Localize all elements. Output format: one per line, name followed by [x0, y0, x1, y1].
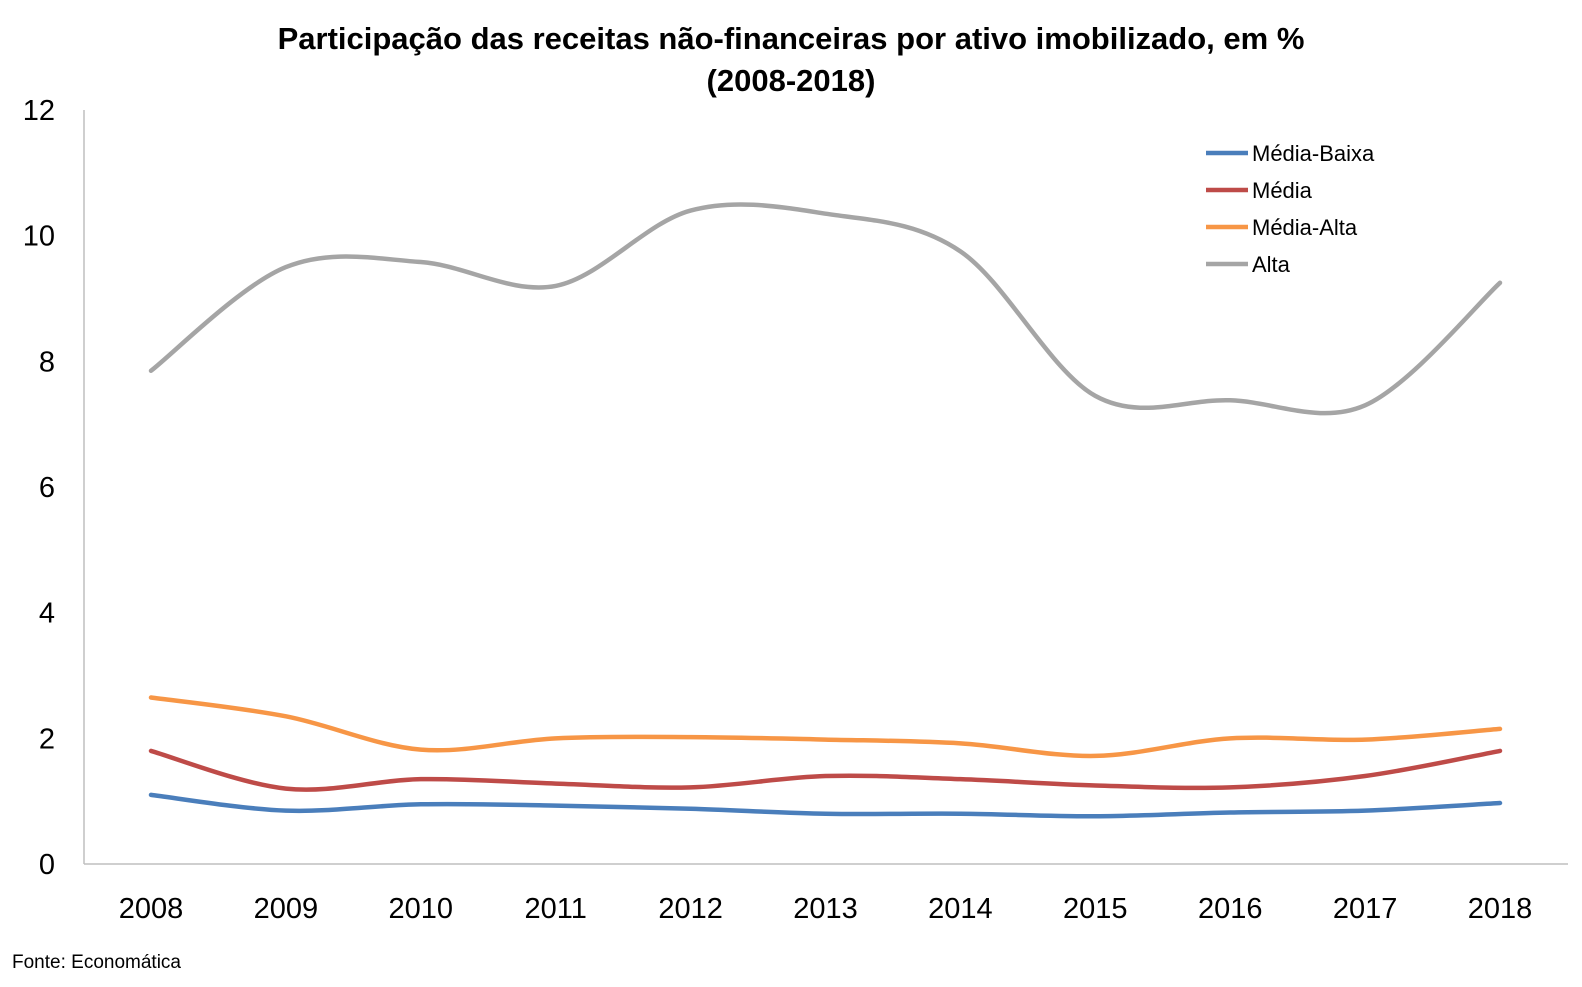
x-tick-label: 2014 — [928, 893, 993, 925]
series-lines — [148, 202, 1503, 819]
series-line-media — [148, 748, 1503, 792]
x-axis-ticks: 2008 2009 2010 2011 2012 2013 2014 2015 2016 2017… — [119, 893, 1533, 925]
chart-subtitle: (2008-2018) — [706, 63, 876, 98]
legend-label-media-alta: Média-Alta — [1252, 215, 1358, 240]
x-tick-label: 2012 — [658, 893, 723, 925]
y-axis-ticks: 0 2 4 6 8 10 12 — [23, 95, 55, 881]
x-tick-label: 2016 — [1198, 893, 1263, 925]
x-tick-label: 2015 — [1063, 893, 1128, 925]
series-line-media-alta — [148, 695, 1503, 759]
legend-label-alta: Alta — [1252, 252, 1291, 277]
y-tick-label: 10 — [23, 221, 55, 253]
y-tick-label: 6 — [39, 472, 55, 504]
y-tick-label: 4 — [39, 598, 55, 630]
chart-title-main: Participação das receitas não-financeira… — [277, 21, 1305, 56]
y-tick-label: 12 — [23, 95, 55, 127]
legend: Média-Baixa Média Média-Alta Alta — [1206, 141, 1375, 277]
x-tick-label: 2009 — [254, 893, 319, 925]
x-tick-label: 2013 — [793, 893, 858, 925]
x-tick-label: 2010 — [389, 893, 454, 925]
legend-label-media-baixa: Média-Baixa — [1252, 141, 1375, 166]
legend-label-media: Média — [1252, 178, 1313, 203]
chart-title: Participação das receitas não-financeira… — [0, 18, 1582, 102]
x-tick-label: 2011 — [525, 893, 587, 925]
y-tick-label: 8 — [39, 346, 55, 378]
x-tick-label: 2018 — [1468, 893, 1533, 925]
x-tick-label: 2017 — [1333, 893, 1398, 925]
series-line-media-baixa — [148, 792, 1503, 819]
series-line-alta — [148, 202, 1503, 416]
y-tick-label: 0 — [39, 849, 55, 881]
x-tick-label: 2008 — [119, 893, 184, 925]
source-note: Fonte: Economática — [12, 952, 181, 973]
y-tick-label: 2 — [39, 723, 55, 755]
